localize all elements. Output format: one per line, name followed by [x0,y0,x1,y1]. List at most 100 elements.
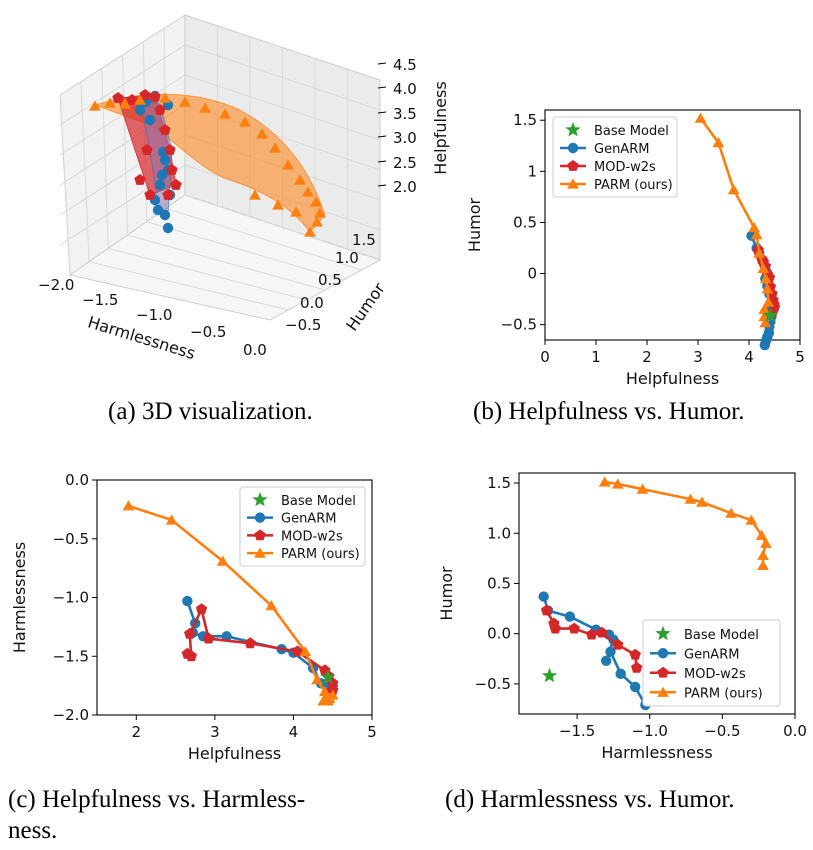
legend-marker-mod [567,160,579,171]
legend-label-parm: PARM (ours) [594,178,673,193]
data-point-parm [290,206,302,217]
grid-line [146,221,344,281]
y-tick-label: −1.5 [53,647,89,665]
legend-marker-genarm [567,142,579,154]
data-point-base [320,669,336,684]
data-point-mod [549,622,561,634]
y-tick-label: 1 [527,162,537,180]
legend-label-base: Base Model [594,124,669,139]
x-tick-label: 0.0 [783,722,807,740]
data-point-base [762,307,778,322]
x-axis-label: Helpfulness [188,744,281,763]
data-point-genarm [221,631,232,642]
data-point-mod [141,144,153,155]
x-tick-label: 5 [795,348,805,366]
data-point-mod [166,164,178,175]
series-line-parm [604,480,768,566]
data-point-mod [184,627,196,639]
data-point-parm [272,199,284,210]
legend-label-genarm: GenARM [594,142,649,157]
series-line-mod [186,608,334,691]
data-point-mod [631,661,643,673]
data-point-parm [134,94,146,105]
legend-marker-parm [254,547,266,558]
data-point-parm [119,98,131,109]
data-point-mod [164,144,176,155]
data-point-genarm [159,154,171,166]
data-point-genarm [759,339,771,351]
data-point-mod [126,94,138,105]
z-tick-label: 4.0 [393,80,417,98]
surface-parm [93,93,326,233]
y-tick-label: 0.0 [65,471,89,489]
data-point-mod [170,179,182,190]
y-tick-label: −2.0 [53,706,89,724]
data-point-parm [598,476,611,487]
y-tick-label: 1.5 [513,111,537,129]
y-tick-label: 0.0 [300,294,324,312]
plot-frame-b [544,109,801,341]
y-tick-label: 0.5 [318,271,342,289]
data-point-parm [759,317,772,328]
y-axis-label: Harmlessness [10,542,29,653]
data-point-parm [750,229,763,240]
y-tick-label: 1.5 [487,474,511,492]
data-point-parm [326,689,339,700]
data-point-mod [540,604,553,616]
data-point-parm [611,478,624,489]
z-tick-mark [377,184,387,187]
data-point-genarm [144,114,156,126]
grid-line [122,54,128,236]
x-tick-label: −1.0 [136,306,172,324]
caption-d: (d) Harmlessness vs. Humor. [445,786,735,813]
legend-box [552,116,678,198]
legend-marker-parm [657,686,669,697]
legend-label-mod: MOD-w2s [684,667,746,682]
data-point-parm [762,296,775,307]
z-tick-label: 2.5 [393,154,417,172]
x-tick-label: −1.5 [559,722,595,740]
data-point-parm [745,514,758,525]
y-tick-label: −1.0 [53,589,89,607]
legend-marker-base [565,122,581,137]
data-point-parm [159,92,171,103]
y-tick-label: 0.5 [513,213,537,231]
y-tick-label: 1.0 [335,249,359,267]
grid-line [101,68,109,249]
data-point-parm [748,222,760,233]
data-point-mod [139,89,151,100]
data-point-parm [727,184,740,195]
data-point-parm [294,174,306,185]
data-point-genarm [134,104,146,116]
legend-label-parm: PARM (ours) [281,547,360,562]
x-tick-label: −2.0 [38,276,74,294]
y-tick-label: −0.5 [285,316,321,334]
data-point-genarm [615,668,626,680]
data-point-genarm [156,169,168,181]
y-axis-label: Humor [342,279,389,335]
data-point-parm [249,189,261,200]
legend-box [642,619,781,707]
legend-b: Base Model GenARM MOD-w2s PARM (ours) [552,116,678,198]
data-point-parm [314,207,326,218]
data-point-genarm [159,209,171,221]
z-tick-mark [377,86,387,89]
y-axis-label: Humor [465,198,484,253]
data-point-parm [696,496,708,507]
data-point-mod [162,189,174,200]
y-tick-label: −0.5 [501,316,537,334]
caption-a: (a) 3D visualization. [108,398,313,425]
y-tick-label: 0.5 [487,574,511,592]
x-tick-label: 2 [132,723,142,741]
data-point-mod [629,648,641,660]
data-point-parm [759,273,772,284]
grid-line [80,81,90,262]
grid-line [127,234,326,291]
data-point-parm [757,262,770,273]
legend-box [239,486,366,567]
data-point-parm [239,116,251,127]
y-axis-label: Humor [437,566,456,621]
data-point-parm [755,529,768,540]
data-point-parm [311,674,323,685]
